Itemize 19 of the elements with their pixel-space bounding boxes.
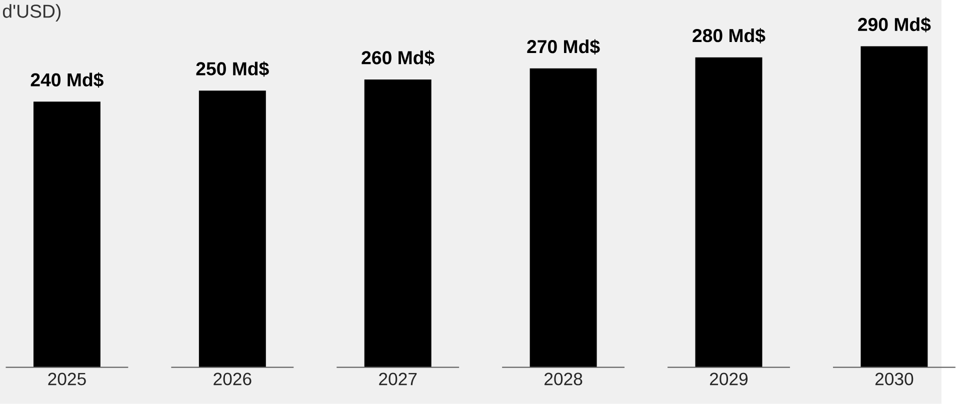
x-tick-label: 2025 xyxy=(48,372,86,386)
bar xyxy=(33,102,100,368)
x-tick-label: 2028 xyxy=(544,372,582,386)
data-label: 280 Md$ xyxy=(692,28,766,44)
bar xyxy=(364,80,432,368)
data-label: 270 Md$ xyxy=(527,39,600,55)
x-tick-label: 2026 xyxy=(214,372,252,386)
x-tick-label: 2029 xyxy=(710,372,748,386)
x-tick-label: 2030 xyxy=(875,372,914,386)
data-label: 240 Md$ xyxy=(30,72,104,88)
bar xyxy=(530,68,597,368)
data-label: 290 Md$ xyxy=(858,17,931,32)
data-label: 260 Md$ xyxy=(362,50,434,66)
bar xyxy=(860,46,928,368)
bar xyxy=(695,57,762,368)
x-tick-label: 2027 xyxy=(379,372,417,386)
chart-title: d'USD) xyxy=(2,4,60,22)
bar xyxy=(198,90,266,368)
data-label: 250 Md$ xyxy=(196,61,269,77)
